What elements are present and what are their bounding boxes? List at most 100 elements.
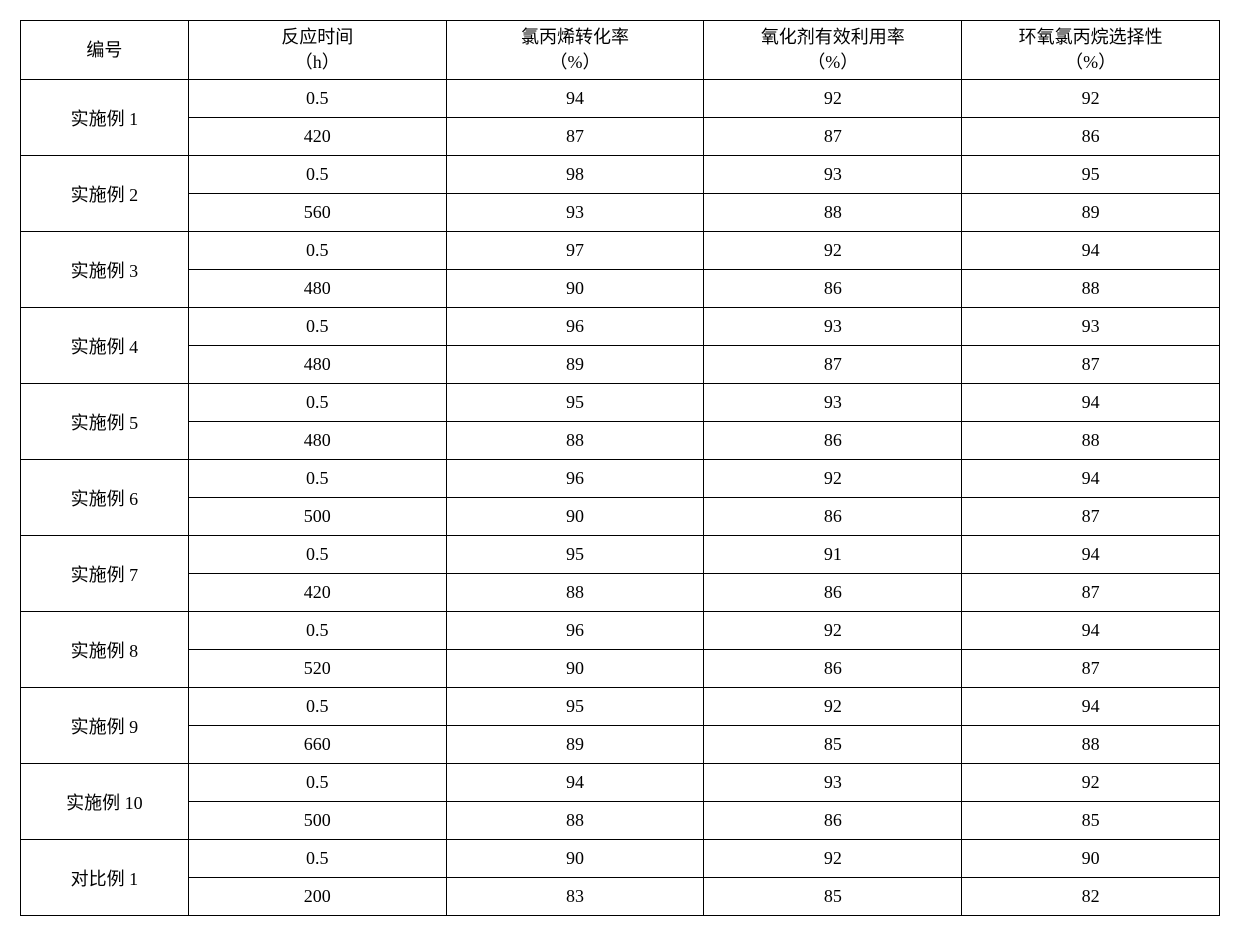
cell-time: 500 [188,498,446,536]
table-row: 560938889 [21,194,1220,232]
cell-selectivity: 94 [962,384,1220,422]
cell-time: 0.5 [188,536,446,574]
cell-conversion: 95 [446,688,704,726]
cell-time: 0.5 [188,764,446,802]
cell-utilization: 87 [704,346,962,384]
cell-time: 480 [188,346,446,384]
cell-selectivity: 87 [962,650,1220,688]
cell-conversion: 88 [446,422,704,460]
cell-selectivity: 87 [962,574,1220,612]
table-row: 420878786 [21,118,1220,156]
table-row: 实施例 90.5959294 [21,688,1220,726]
table-row: 实施例 20.5989395 [21,156,1220,194]
table-row: 实施例 10.5949292 [21,80,1220,118]
row-label: 实施例 2 [21,156,189,232]
cell-utilization: 92 [704,688,962,726]
cell-time: 420 [188,118,446,156]
cell-conversion: 89 [446,346,704,384]
table-row: 实施例 100.5949392 [21,764,1220,802]
cell-conversion: 88 [446,574,704,612]
cell-utilization: 85 [704,726,962,764]
cell-selectivity: 95 [962,156,1220,194]
cell-selectivity: 88 [962,422,1220,460]
cell-conversion: 87 [446,118,704,156]
cell-utilization: 92 [704,612,962,650]
cell-utilization: 87 [704,118,962,156]
row-label: 实施例 8 [21,612,189,688]
cell-selectivity: 94 [962,232,1220,270]
cell-utilization: 86 [704,650,962,688]
cell-conversion: 95 [446,536,704,574]
cell-selectivity: 94 [962,536,1220,574]
cell-conversion: 97 [446,232,704,270]
cell-time: 500 [188,802,446,840]
cell-utilization: 88 [704,194,962,232]
header-text-line2: （%） [970,50,1211,75]
table-row: 420888687 [21,574,1220,612]
cell-conversion: 95 [446,384,704,422]
cell-conversion: 90 [446,270,704,308]
cell-conversion: 90 [446,650,704,688]
cell-utilization: 91 [704,536,962,574]
header-selectivity: 环氧氯丙烷选择性 （%） [962,21,1220,80]
table-row: 实施例 40.5969393 [21,308,1220,346]
cell-time: 660 [188,726,446,764]
header-conversion: 氯丙烯转化率 （%） [446,21,704,80]
cell-selectivity: 94 [962,612,1220,650]
cell-conversion: 83 [446,878,704,916]
cell-conversion: 96 [446,612,704,650]
cell-selectivity: 82 [962,878,1220,916]
cell-selectivity: 94 [962,460,1220,498]
cell-utilization: 86 [704,270,962,308]
cell-time: 0.5 [188,232,446,270]
table-row: 对比例 10.5909290 [21,840,1220,878]
cell-utilization: 93 [704,764,962,802]
row-label: 实施例 4 [21,308,189,384]
cell-utilization: 86 [704,422,962,460]
cell-selectivity: 89 [962,194,1220,232]
cell-selectivity: 88 [962,726,1220,764]
header-text-line2: （%） [712,50,953,75]
cell-selectivity: 85 [962,802,1220,840]
table-row: 520908687 [21,650,1220,688]
table-row: 实施例 60.5969294 [21,460,1220,498]
cell-utilization: 92 [704,80,962,118]
cell-conversion: 90 [446,840,704,878]
cell-conversion: 93 [446,194,704,232]
cell-selectivity: 86 [962,118,1220,156]
cell-time: 420 [188,574,446,612]
cell-time: 0.5 [188,688,446,726]
cell-selectivity: 92 [962,80,1220,118]
cell-time: 480 [188,270,446,308]
cell-time: 0.5 [188,612,446,650]
results-table: 编号 反应时间 （h） 氯丙烯转化率 （%） 氧化剂有效利用率 （%） 环氧氯丙… [20,20,1220,916]
cell-selectivity: 90 [962,840,1220,878]
table-row: 实施例 50.5959394 [21,384,1220,422]
cell-conversion: 89 [446,726,704,764]
table-row: 500888685 [21,802,1220,840]
cell-selectivity: 94 [962,688,1220,726]
cell-utilization: 86 [704,574,962,612]
row-label: 实施例 1 [21,80,189,156]
table-row: 480888688 [21,422,1220,460]
cell-time: 0.5 [188,156,446,194]
cell-utilization: 85 [704,878,962,916]
cell-time: 520 [188,650,446,688]
cell-selectivity: 93 [962,308,1220,346]
row-label: 对比例 1 [21,840,189,916]
table-row: 660898588 [21,726,1220,764]
header-text: 编号 [29,38,180,63]
header-time: 反应时间 （h） [188,21,446,80]
cell-utilization: 86 [704,802,962,840]
row-label: 实施例 7 [21,536,189,612]
cell-selectivity: 87 [962,498,1220,536]
table-row: 200838582 [21,878,1220,916]
cell-utilization: 93 [704,156,962,194]
cell-selectivity: 92 [962,764,1220,802]
row-label: 实施例 3 [21,232,189,308]
cell-selectivity: 87 [962,346,1220,384]
cell-time: 0.5 [188,384,446,422]
cell-time: 560 [188,194,446,232]
table-row: 500908687 [21,498,1220,536]
cell-conversion: 90 [446,498,704,536]
